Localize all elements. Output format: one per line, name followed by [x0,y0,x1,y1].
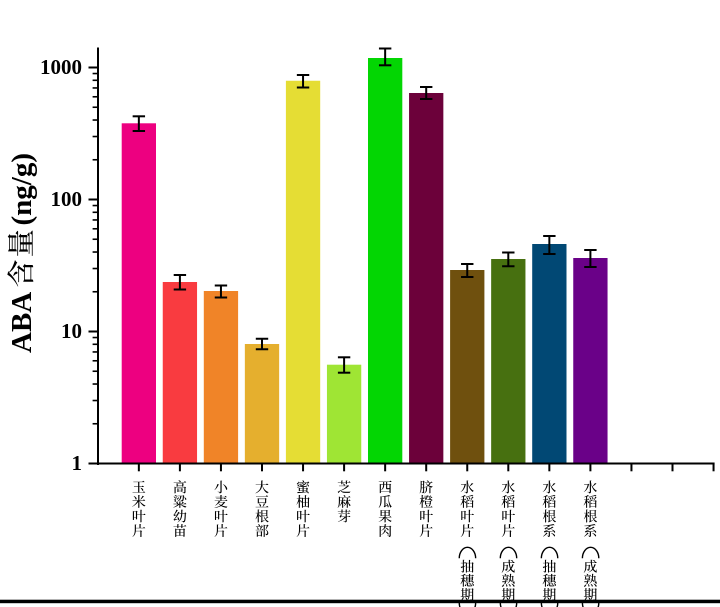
svg-text:100: 100 [51,187,83,211]
svg-text:ABA: ABA [6,292,38,353]
svg-text:1: 1 [72,451,83,475]
svg-text:(ng/g): (ng/g) [6,153,38,226]
svg-text:1000: 1000 [40,55,82,79]
svg-text:10: 10 [61,319,82,343]
